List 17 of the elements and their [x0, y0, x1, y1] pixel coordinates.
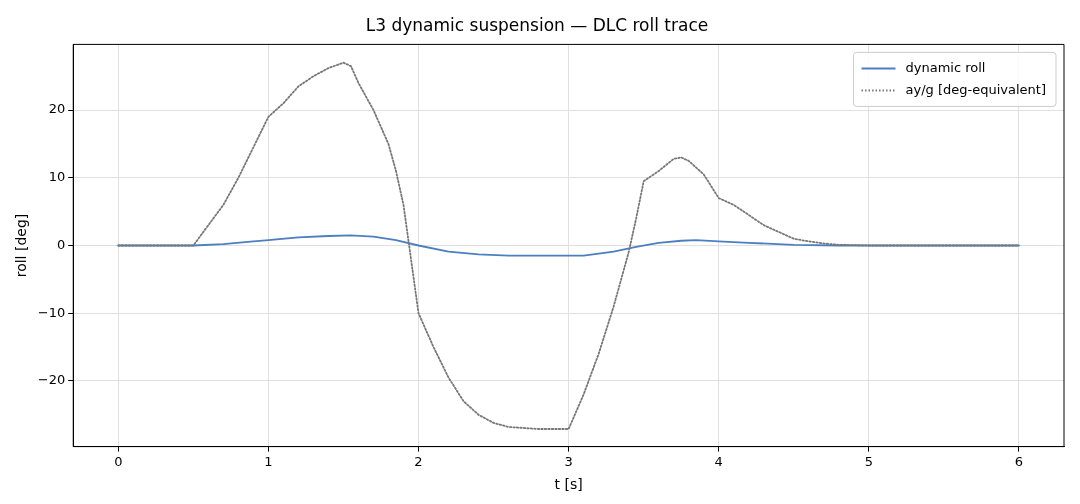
x-tick-label: 4: [714, 453, 723, 469]
legend-label: ay/g [deg-equivalent]: [905, 81, 1046, 97]
y-tick-label: −20: [37, 372, 66, 388]
y-tick-label: −10: [37, 304, 66, 320]
x-tick-label: 3: [564, 453, 573, 469]
x-tick-label: 1: [264, 453, 273, 469]
x-tick-label: 5: [864, 453, 873, 469]
y-tick-label: 10: [48, 169, 66, 185]
x-tick-label: 2: [414, 453, 423, 469]
chart-title: L3 dynamic suspension — DLC roll trace: [365, 14, 709, 35]
y-axis-title: roll [deg]: [13, 213, 30, 278]
x-tick-label: 0: [114, 453, 123, 469]
legend-label: dynamic roll: [905, 59, 986, 75]
x-axis-title: t [s]: [554, 476, 583, 493]
y-tick-label: 20: [48, 101, 66, 117]
x-tick-label: 6: [1014, 453, 1024, 469]
y-tick-label: 0: [56, 236, 66, 252]
